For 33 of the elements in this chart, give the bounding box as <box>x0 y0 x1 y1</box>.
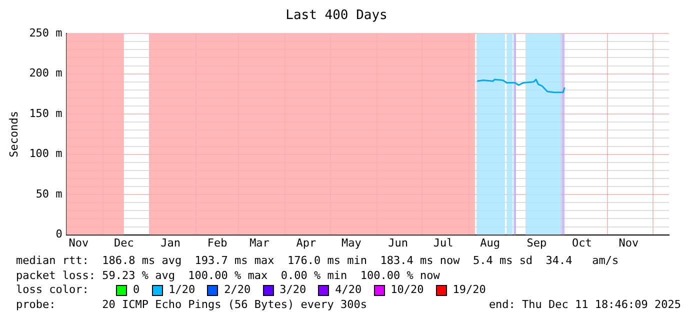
x-tick-label: Nov <box>68 236 90 250</box>
y-axis-title: Seconds <box>7 111 20 158</box>
text: probe: 20 ICMP Echo Pings (56 Bytes) every 300s <box>16 298 367 312</box>
x-tick-label: Oct <box>572 236 592 250</box>
x-tick-label: Jan <box>160 236 181 250</box>
x-tick-label: Jul <box>433 236 454 250</box>
legend-label: 10/20 <box>390 283 424 298</box>
legend-title: loss color: <box>16 283 90 298</box>
text: median rtt: 186.8 ms avg 193.7 ms max 176.0 ms min 183.4 ms now 5.4 ms sd 34.4 am/s <box>16 254 620 268</box>
text: end: Thu Dec 11 18:46:09 2025 <box>488 298 681 312</box>
x-tick-label: Dec <box>114 236 134 250</box>
x-tick-label: Mar <box>250 236 270 250</box>
y-tick-label: 250 m <box>29 26 63 40</box>
legend-label: 0 <box>133 283 140 298</box>
legend-label: 19/20 <box>452 283 486 298</box>
y-tick-label: 200 m <box>29 66 63 80</box>
x-tick-label: Feb <box>207 236 228 250</box>
legend-label: 1/20 <box>168 283 196 298</box>
chart-title: Last 400 Days <box>286 8 388 24</box>
x-tick-label: Apr <box>296 236 317 250</box>
text: packet loss: 59.23 % avg 100.00 % max 0.00 % min 100.00 % now <box>16 268 441 283</box>
legend-label: 3/20 <box>280 283 306 298</box>
y-tick-label: 100 m <box>29 147 63 160</box>
legend-label: 2/20 <box>224 283 251 298</box>
y-tick-label: 150 m <box>29 106 63 120</box>
x-tick-label: May <box>341 236 362 250</box>
x-tick-label: Jun <box>388 236 408 250</box>
x-tick-label: Aug <box>480 236 500 250</box>
legend-label: 4/20 <box>335 283 362 298</box>
x-tick-label: Sep <box>526 236 547 250</box>
y-tick-label: 50 m <box>36 187 63 200</box>
y-tick-label: 0 <box>56 228 62 241</box>
x-tick-label: Nov <box>618 236 639 250</box>
